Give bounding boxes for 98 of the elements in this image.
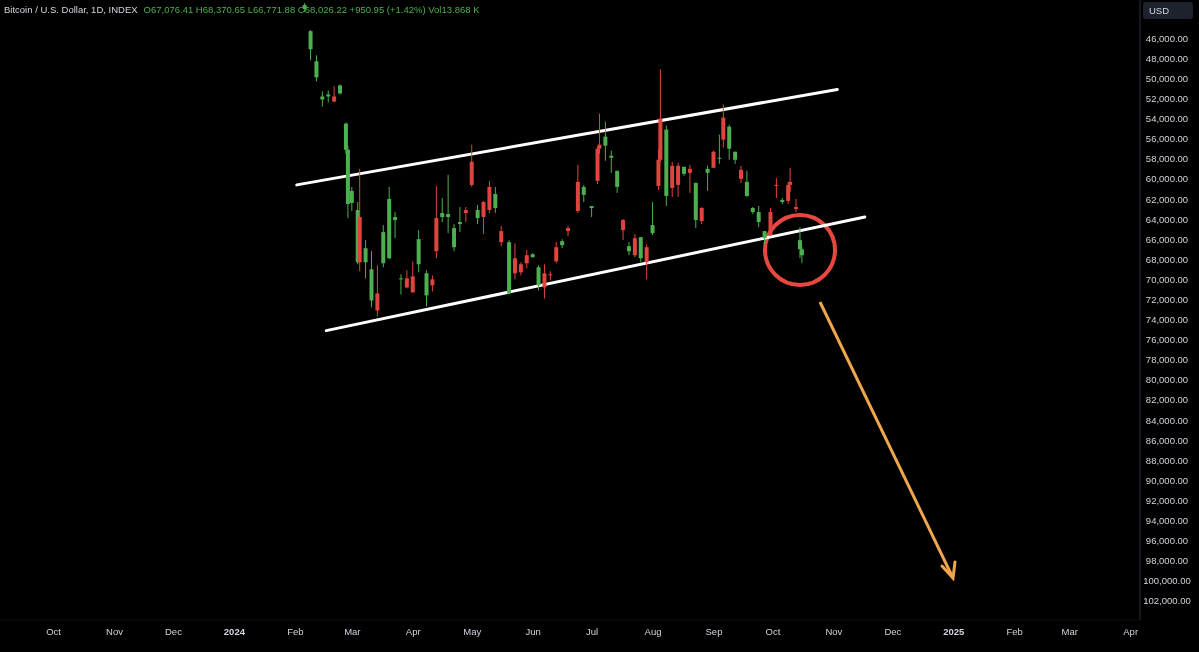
y-tick-label: 60,000.00 — [1145, 173, 1189, 185]
candlestick — [542, 263, 547, 299]
candlestick — [404, 269, 409, 289]
candlestick — [687, 164, 692, 194]
candlestick — [721, 104, 726, 149]
text: Bitcoin / U.S. Dollar, 1D, INDEX — [4, 4, 139, 15]
candlestick — [566, 225, 571, 237]
x-tick-label: Oct — [46, 625, 62, 637]
x-tick-label: Sep — [705, 625, 723, 637]
y-tick-label: 68,000.00 — [1145, 253, 1189, 265]
y-tick-label: 48,000.00 — [1145, 52, 1189, 64]
candlestick — [560, 238, 565, 249]
candlestick — [512, 242, 517, 280]
candlestick — [739, 165, 743, 184]
candlestick — [314, 54, 319, 82]
y-tick-label: 90,000.00 — [1145, 474, 1189, 486]
y-tick-label: 102,000.00 — [1143, 595, 1191, 607]
x-tick-label: Aug — [644, 625, 662, 637]
candlestick — [705, 165, 710, 192]
candlestick — [797, 226, 802, 259]
y-tick-label: 100,000.00 — [1143, 575, 1191, 587]
candlestick — [469, 144, 474, 188]
candlestick — [493, 186, 498, 214]
candlestick — [393, 211, 398, 239]
candlestick — [650, 201, 655, 236]
candlestick — [536, 264, 541, 291]
y-tick-label: 78,000.00 — [1145, 354, 1189, 366]
x-tick-label: Jul — [586, 625, 599, 637]
candlestick — [499, 225, 504, 247]
candlestick — [440, 197, 445, 223]
y-tick-label: 98,000.00 — [1145, 555, 1189, 567]
y-tick-label: 94,000.00 — [1145, 515, 1189, 527]
x-tick-label: Mar — [1061, 625, 1078, 637]
y-tick-label: 52,000.00 — [1145, 93, 1189, 105]
y-tick-label: 88,000.00 — [1145, 454, 1189, 466]
candlestick — [727, 124, 732, 161]
candlestick — [632, 233, 637, 258]
x-tick-label: Nov — [106, 625, 124, 637]
candlestick — [363, 239, 368, 279]
x-tick-label: Jun — [525, 625, 541, 637]
candlestick — [332, 85, 337, 103]
candlestick — [774, 177, 779, 199]
y-tick-label: 92,000.00 — [1145, 494, 1189, 506]
y-tick-label: 66,000.00 — [1145, 233, 1189, 245]
y-tick-label: 76,000.00 — [1145, 334, 1189, 346]
x-tick-label: 2025 — [943, 625, 966, 637]
x-tick-label: Oct — [765, 625, 781, 637]
y-tick-label: 82,000.00 — [1145, 394, 1189, 406]
x-tick-label: Apr — [1123, 625, 1139, 637]
x-tick-label: Dec — [165, 625, 183, 637]
candlestick — [609, 150, 614, 174]
y-tick-label: 84,000.00 — [1145, 414, 1189, 426]
x-tick-label: Feb — [1006, 625, 1023, 637]
candlestick — [398, 273, 403, 295]
candlestick — [717, 134, 722, 165]
x-tick-label: 2024 — [223, 625, 246, 637]
y-tick-label: 86,000.00 — [1145, 434, 1189, 446]
candlestick — [621, 218, 626, 241]
x-tick-label: Mar — [344, 625, 361, 637]
x-tick-label: May — [463, 625, 482, 637]
y-tick-label: 50,000.00 — [1145, 72, 1189, 84]
candlestick — [603, 121, 608, 162]
candlestick — [554, 241, 559, 264]
y-tick-label: 56,000.00 — [1145, 133, 1189, 145]
candlestick — [457, 206, 462, 233]
candlestick — [744, 170, 749, 198]
candlestick — [375, 264, 380, 318]
candlestick — [794, 198, 799, 213]
y-tick-label: 58,000.00 — [1145, 153, 1189, 165]
y-axis-title: USD — [1149, 5, 1170, 16]
candlestick — [676, 162, 681, 198]
x-tick-label: Apr — [405, 625, 421, 637]
candlestick — [475, 204, 480, 225]
y-tick-label: 70,000.00 — [1145, 273, 1189, 285]
candlestick — [524, 249, 529, 269]
y-tick-label: 64,000.00 — [1145, 213, 1189, 225]
candlestick — [756, 205, 761, 228]
x-tick-label: Dec — [884, 625, 902, 637]
x-tick-label: Nov — [825, 625, 843, 637]
candlestick — [638, 236, 643, 263]
candlestick — [308, 29, 313, 61]
candlestick — [626, 241, 631, 256]
candlestick — [446, 174, 451, 234]
y-tick-label: 72,000.00 — [1145, 293, 1189, 305]
y-tick-label: 46,000.00 — [1145, 32, 1189, 44]
candlestick — [424, 269, 429, 307]
candlestick — [768, 207, 773, 237]
candlestick — [644, 243, 649, 280]
y-tick-label: 54,000.00 — [1145, 113, 1189, 125]
candlestick — [452, 223, 457, 252]
candlestick — [670, 161, 675, 198]
text: O67,076.41 H68,370.65 L66,771.88 C68,026.22 +950.95 (+1.42%) Vol13.868 K — [143, 4, 481, 15]
x-tick-label: Feb — [287, 625, 304, 637]
y-tick-label: 74,000.00 — [1145, 314, 1189, 326]
y-tick-label: 80,000.00 — [1145, 374, 1189, 386]
candlestick — [410, 260, 415, 293]
y-tick-label: 96,000.00 — [1145, 535, 1189, 547]
y-tick-label: 62,000.00 — [1145, 193, 1189, 205]
